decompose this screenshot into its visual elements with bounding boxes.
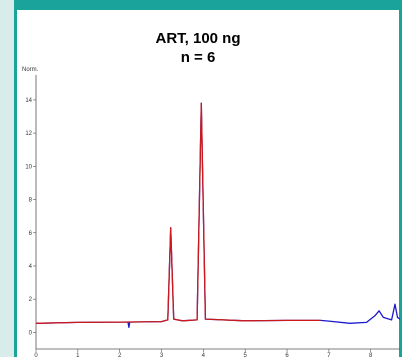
x-tick-label: 6 — [285, 353, 289, 357]
x-tick-label: 7 — [327, 353, 331, 357]
y-tick-label: 12 — [25, 131, 32, 137]
x-tick-label: 4 — [202, 353, 206, 357]
y-tick-label: 4 — [29, 264, 33, 270]
y-tick-label: 0 — [29, 330, 33, 336]
y-tick-label: 10 — [25, 164, 32, 170]
frame-left-panel — [0, 0, 14, 357]
x-tick-label: 2 — [118, 353, 122, 357]
x-tick-label: 3 — [160, 353, 164, 357]
y-axis-label: Norm. — [22, 67, 39, 73]
x-tick-label: 5 — [244, 353, 248, 357]
x-tick-label: 1 — [76, 353, 80, 357]
y-tick-label: 2 — [29, 297, 33, 303]
chart-title: ART, 100 ng — [155, 30, 240, 47]
series-layer — [35, 102, 401, 329]
frame-right-border — [399, 0, 402, 357]
chart-subtitle: n = 6 — [181, 49, 216, 66]
y-tick-label: 8 — [29, 198, 33, 204]
y-tick-label: 6 — [29, 231, 33, 237]
series-line-2 — [35, 102, 321, 324]
x-tick-label: 8 — [369, 353, 373, 357]
frame-top-border — [14, 0, 402, 10]
x-tick-label: 0 — [34, 353, 38, 357]
y-tick-label: 14 — [25, 98, 32, 104]
frame-left-border — [14, 0, 17, 357]
series-line-1 — [35, 102, 401, 329]
